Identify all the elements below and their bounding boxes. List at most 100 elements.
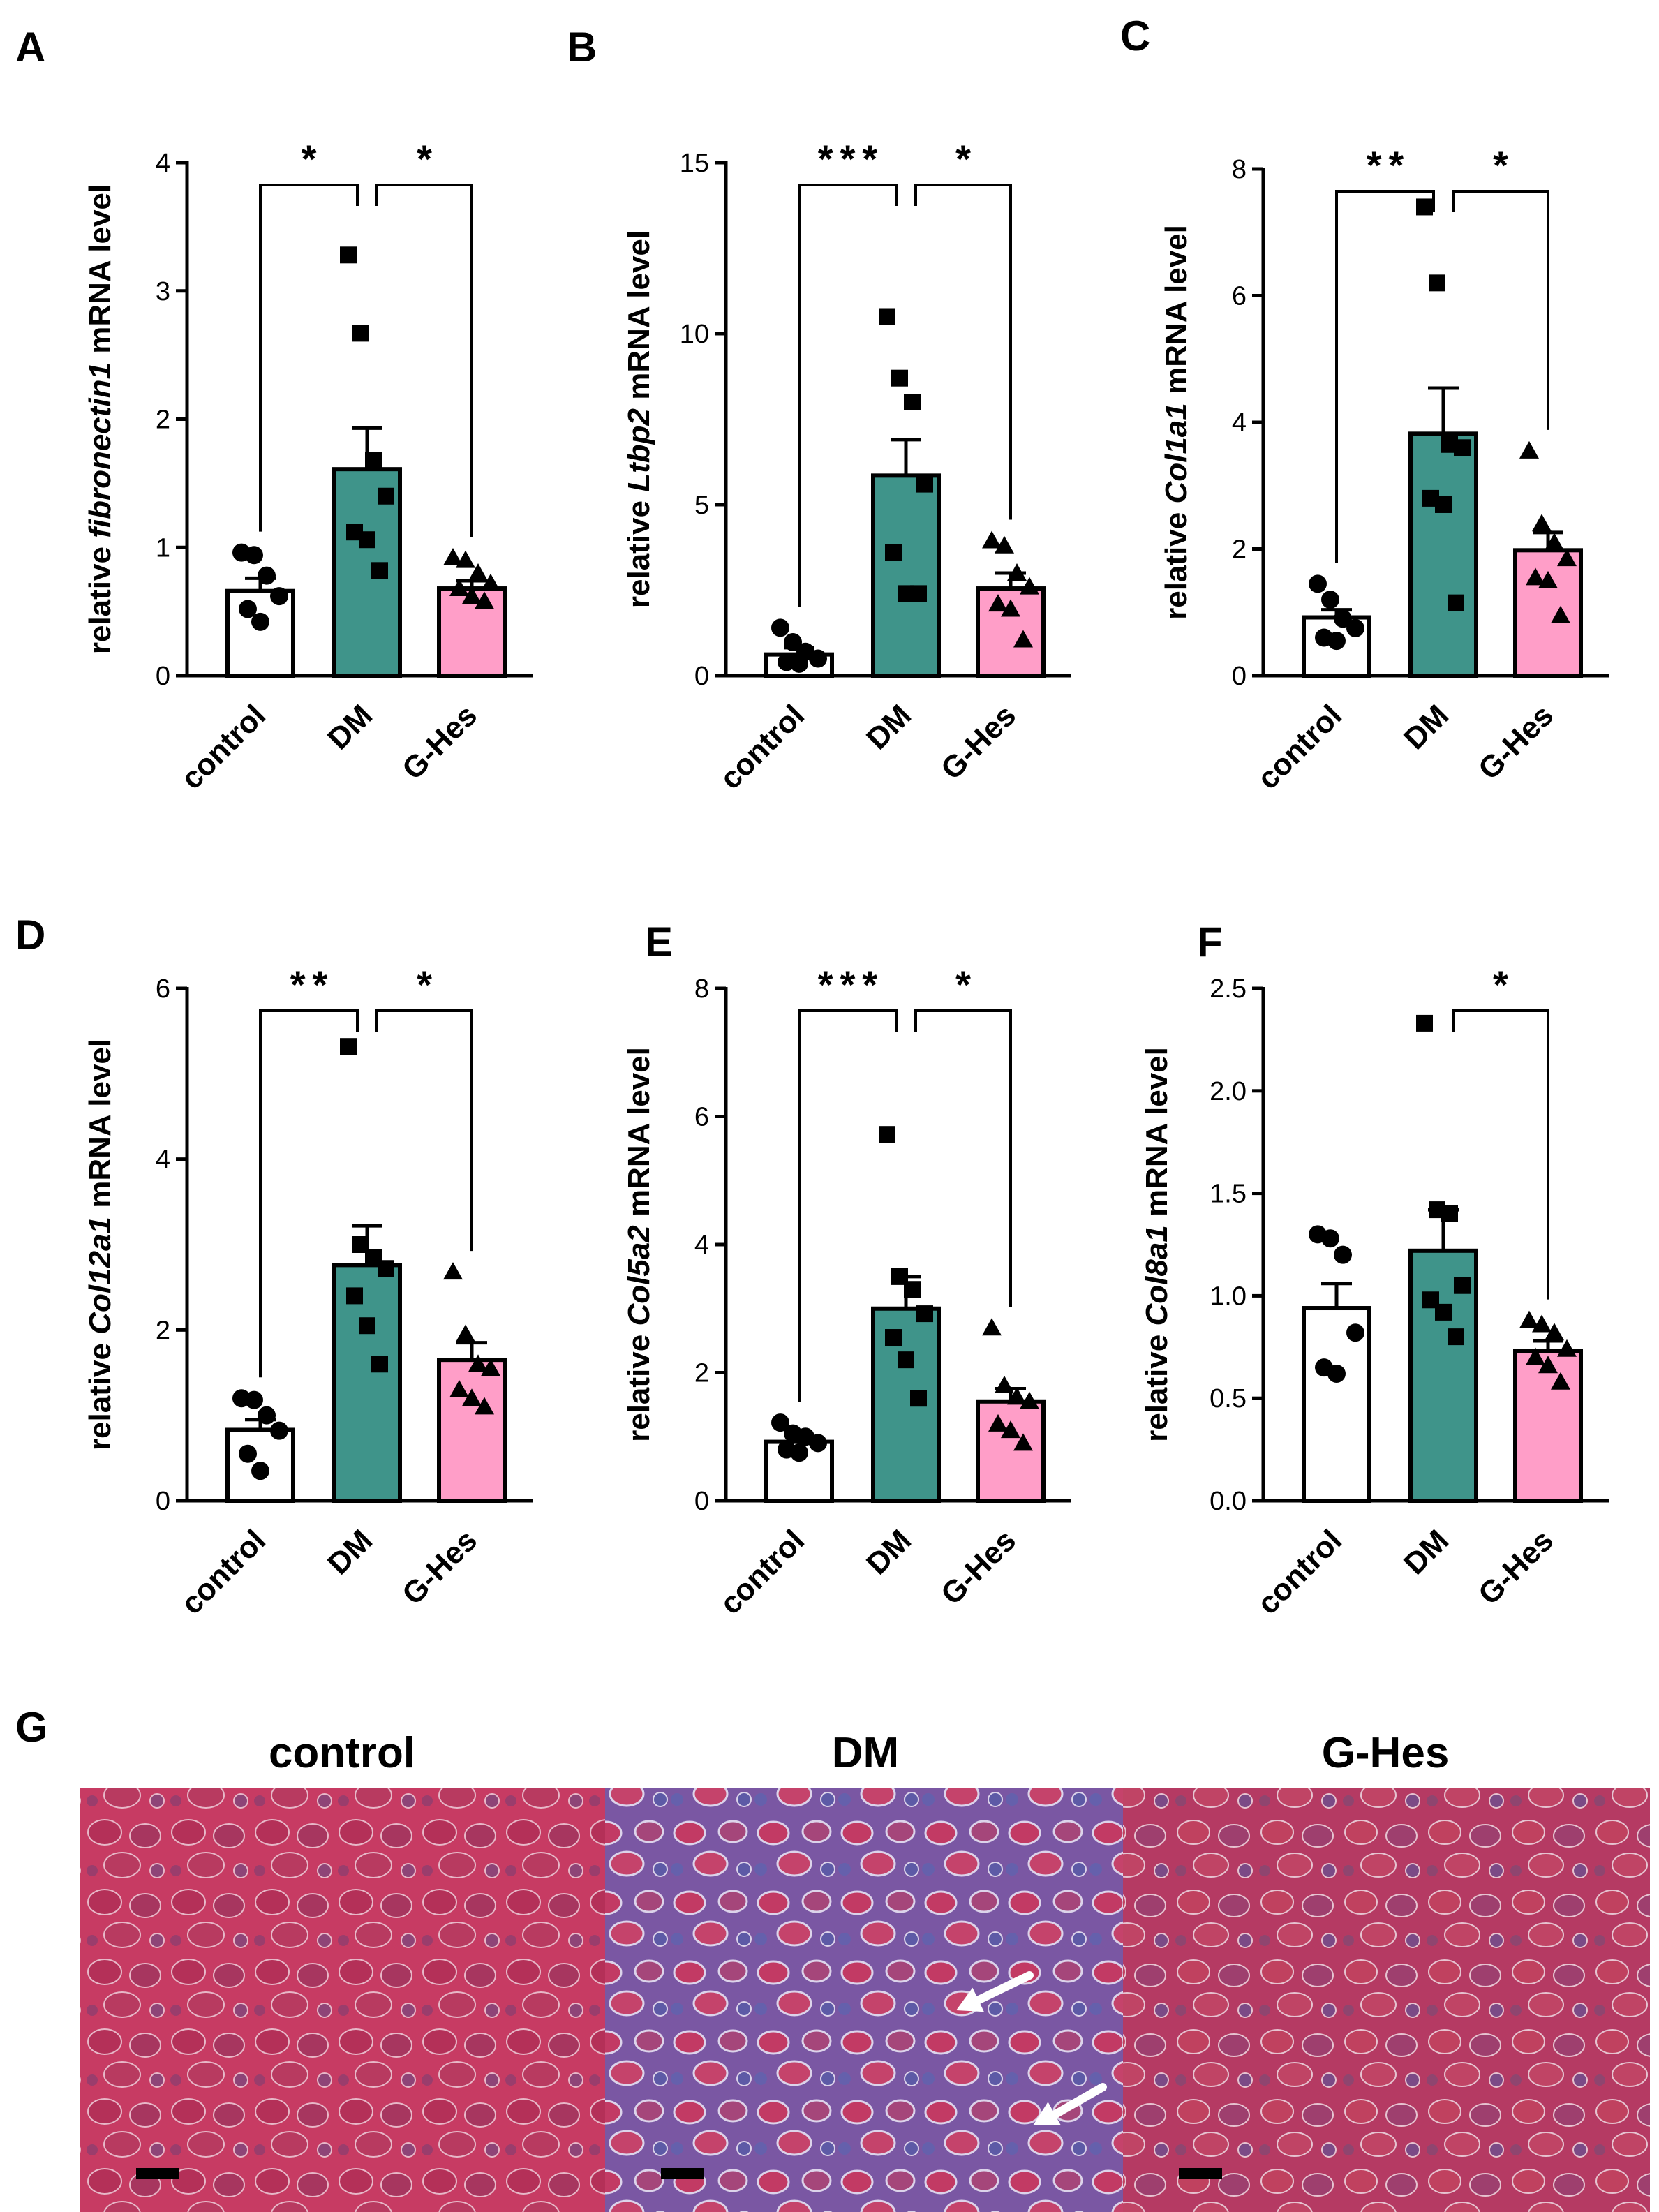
data-point xyxy=(910,585,927,602)
data-point xyxy=(790,654,808,673)
data-point xyxy=(1532,514,1552,532)
data-point xyxy=(891,369,908,387)
data-point xyxy=(245,1390,263,1409)
category-label: DM xyxy=(1397,1523,1455,1581)
data-point xyxy=(885,1329,902,1346)
data-point xyxy=(1545,1323,1564,1341)
y-tick-label: 4 xyxy=(156,1145,170,1175)
data-point xyxy=(352,325,369,342)
data-point xyxy=(475,1397,494,1415)
arrow-indicator xyxy=(1033,2083,1107,2125)
data-point xyxy=(462,586,482,604)
significance-bracket xyxy=(259,1009,359,1378)
category-label: DM xyxy=(321,1523,379,1581)
chart-panel-f: F 0.0 0.5 1.0 1.5 2.0 2.5 relative Col8a1 mRNA … xyxy=(1140,919,1609,1621)
y-axis-title-suffix: mRNA level xyxy=(622,230,656,408)
data-point xyxy=(982,530,1002,549)
significance-label: ** xyxy=(1367,143,1411,187)
significance-bracket xyxy=(798,1009,898,1402)
panel-letter: D xyxy=(15,912,45,958)
data-point xyxy=(481,573,500,591)
data-point xyxy=(346,1287,363,1305)
data-point xyxy=(456,550,475,568)
y-tick-label: 0 xyxy=(156,1487,170,1516)
significance-label: ** xyxy=(290,963,335,1007)
y-axis-title-gene: Ltbp2 xyxy=(622,408,656,491)
data-point xyxy=(245,546,263,565)
data-point xyxy=(1013,1433,1033,1451)
significance-label: * xyxy=(417,137,439,181)
data-point xyxy=(885,544,902,561)
data-point xyxy=(898,1351,914,1369)
chart-panel-d: D 0 2 4 6 relative Col12a1 mRNA level control D… xyxy=(15,912,533,1621)
data-point xyxy=(1454,439,1471,456)
panel-letter: A xyxy=(15,24,45,70)
data-point xyxy=(270,1421,288,1440)
y-tick-label: 0.5 xyxy=(1210,1384,1247,1413)
y-axis-title-gene: fibronectin1 xyxy=(83,362,117,538)
y-tick-label: 0 xyxy=(694,1487,709,1516)
y-tick-label: 4 xyxy=(694,1231,709,1260)
category-label: G-Hes xyxy=(1472,698,1560,786)
panel-letter: C xyxy=(1120,13,1150,59)
data-point xyxy=(1526,567,1545,586)
y-axis-title-prefix: relative xyxy=(83,538,117,654)
data-point xyxy=(443,547,463,565)
y-tick-label: 6 xyxy=(156,974,170,1004)
data-point xyxy=(904,394,921,410)
significance-label: *** xyxy=(818,963,884,1007)
y-axis-title-gene: Col5a2 xyxy=(622,1225,656,1326)
arrow-head xyxy=(1033,2102,1061,2125)
data-point xyxy=(1551,1372,1570,1390)
data-point xyxy=(1334,1245,1352,1264)
y-axis-title: relative Col8a1 mRNA level xyxy=(1140,1047,1174,1442)
category-label: DM xyxy=(860,698,918,756)
significance-label: * xyxy=(955,137,978,181)
data-point xyxy=(1007,1387,1027,1405)
data-point xyxy=(1007,563,1027,581)
y-axis-title-prefix: relative xyxy=(1140,1326,1174,1442)
data-point xyxy=(1309,574,1327,593)
significance-bracket xyxy=(1452,1009,1549,1300)
y-tick-label: 2 xyxy=(156,1316,170,1345)
y-axis-title: relative Ltbp2 mRNA level xyxy=(622,230,656,608)
data-point xyxy=(1020,577,1039,595)
data-point xyxy=(468,1354,488,1372)
data-point xyxy=(1448,1328,1464,1346)
scale-bar xyxy=(136,2168,179,2179)
y-tick-label: 2 xyxy=(1232,535,1247,565)
data-point xyxy=(1334,609,1352,628)
arrow-shaft xyxy=(965,1971,1034,2009)
category-label: G-Hes xyxy=(396,698,484,786)
y-tick-label: 8 xyxy=(1232,155,1247,184)
y-tick-label: 0 xyxy=(694,662,709,691)
bar-dm xyxy=(871,473,941,678)
data-point xyxy=(1416,1014,1433,1032)
category-label: control xyxy=(1251,1523,1348,1621)
data-point xyxy=(995,535,1014,554)
y-axis-title-suffix: mRNA level xyxy=(622,1047,656,1225)
category-label: G-Hes xyxy=(935,698,1022,786)
data-point xyxy=(1435,496,1452,513)
y-tick-label: 5 xyxy=(694,491,709,520)
y-tick-label: 1.0 xyxy=(1210,1282,1247,1311)
significance-bracket xyxy=(798,184,898,607)
data-point xyxy=(258,1406,276,1425)
data-point xyxy=(879,1126,895,1143)
y-tick-label: 0 xyxy=(156,662,170,691)
data-point xyxy=(790,1443,808,1462)
histology-title: DM xyxy=(832,1729,899,1777)
category-label: control xyxy=(1251,698,1348,796)
y-tick-label: 0.0 xyxy=(1210,1487,1247,1516)
y-axis-title-prefix: relative xyxy=(622,492,656,608)
data-point xyxy=(1001,1420,1020,1439)
y-tick-label: 1.5 xyxy=(1210,1180,1247,1209)
y-tick-label: 2 xyxy=(694,1359,709,1388)
bar-charts: A 0 1 2 3 4 relative fibronectin1 mRNA level co… xyxy=(15,13,1609,1621)
significance-bracket xyxy=(375,184,473,537)
bar-g-hes xyxy=(437,1358,507,1504)
category-label: control xyxy=(713,1523,811,1621)
data-point xyxy=(1327,1364,1346,1383)
data-point xyxy=(1013,630,1033,648)
data-point xyxy=(239,1444,257,1463)
